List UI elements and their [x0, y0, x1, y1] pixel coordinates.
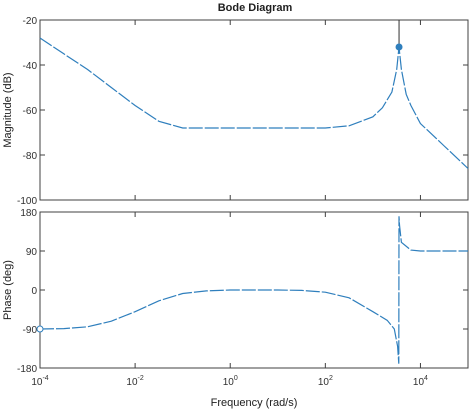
phase-y-tick-label: -90	[23, 325, 38, 336]
phase-y-tick-label: 180	[20, 208, 37, 219]
x-axis-ticks: 10-4 10-2 100 102 104	[31, 20, 428, 388]
chart-title: Bode Diagram	[218, 2, 293, 14]
magnitude-y-tick-label: -40	[23, 61, 38, 72]
phase-panel: 180 90 0 -90 -180 Phase (deg)	[2, 208, 469, 375]
magnitude-axes-box	[39, 19, 469, 201]
magnitude-series-line	[39, 37, 469, 169]
x-tick-label: 100	[223, 375, 238, 388]
magnitude-y-tick-label: -60	[23, 106, 38, 117]
phase-start-marker	[36, 325, 44, 333]
magnitude-panel: -20 -40 -60 -80 -100 Magnitude (dB)	[2, 16, 469, 207]
magnitude-y-tick-label: -20	[23, 16, 38, 27]
x-tick-label: 10-2	[126, 375, 143, 388]
phase-y-axis-label: Phase (deg)	[2, 260, 14, 320]
x-axis-label: Frequency (rad/s)	[211, 397, 298, 409]
phase-y-tick-label: 0	[31, 286, 37, 297]
magnitude-y-tick-label: -80	[23, 151, 38, 162]
x-tick-label: 102	[318, 375, 333, 388]
x-tick-label: 10-4	[31, 375, 48, 388]
magnitude-y-axis-label: Magnitude (dB)	[2, 72, 14, 147]
phase-series-line	[39, 216, 468, 364]
magnitude-y-tick-label: -100	[17, 196, 37, 207]
x-tick-label: 104	[413, 375, 428, 388]
magnitude-y-ticks: -20 -40 -60 -80 -100	[17, 16, 468, 207]
phase-y-tick-label: -180	[17, 364, 37, 375]
phase-y-tick-label: 90	[26, 247, 38, 258]
magnitude-peak-marker	[395, 43, 403, 51]
